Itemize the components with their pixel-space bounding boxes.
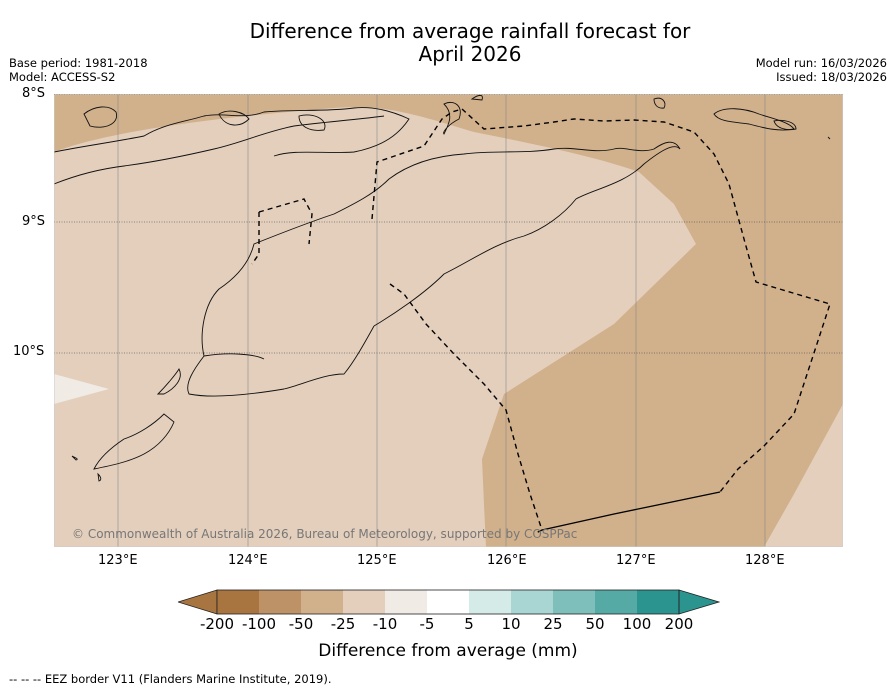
map-frame bbox=[54, 94, 843, 547]
colorbar-tick: -50 bbox=[288, 615, 314, 633]
colorbar-cell bbox=[553, 590, 595, 614]
x-tick-123e: 123°E bbox=[98, 553, 138, 568]
meta-right: Model run: 16/03/2026 Issued: 18/03/2026 bbox=[756, 56, 887, 84]
dark-tan-region bbox=[54, 94, 843, 547]
colorbar-tick: 50 bbox=[585, 615, 605, 633]
model-run: Model run: 16/03/2026 bbox=[755, 56, 887, 70]
colorbar-cell bbox=[595, 590, 637, 614]
colorbar-cell bbox=[259, 590, 301, 614]
colorbar-tick: -10 bbox=[372, 615, 398, 633]
coastlines bbox=[54, 94, 831, 482]
colorbar-tick: 100 bbox=[622, 615, 652, 633]
x-tick-126e: 126°E bbox=[487, 553, 527, 568]
colorbar-tick: -200 bbox=[199, 615, 235, 633]
x-tick-128e: 128°E bbox=[745, 553, 785, 568]
colorbar-cell bbox=[511, 590, 553, 614]
colorbar-tick: 25 bbox=[543, 615, 563, 633]
colorbar bbox=[178, 589, 720, 615]
x-tick-127e: 127°E bbox=[616, 553, 656, 568]
rainfall-map: © Commonwealth of Australia 2026, Bureau… bbox=[54, 94, 843, 547]
colorbar-tick: -25 bbox=[330, 615, 356, 633]
title-line-1: Difference from average rainfall forecas… bbox=[249, 19, 691, 43]
colorbar-cell bbox=[217, 590, 259, 614]
x-tick-124e: 124°E bbox=[228, 553, 268, 568]
colorbar-arrow-high bbox=[678, 589, 720, 615]
colorbar-cell bbox=[427, 590, 469, 614]
x-tick-125e: 125°E bbox=[357, 553, 397, 568]
chart-title: Difference from average rainfall forecas… bbox=[0, 20, 896, 66]
colorbar-cell bbox=[343, 590, 385, 614]
y-tick-10s: 10°S bbox=[13, 344, 45, 359]
colorbar-cell bbox=[469, 590, 511, 614]
y-tick-9s: 9°S bbox=[22, 214, 46, 229]
model-name: Model: ACCESS-S2 bbox=[9, 70, 116, 84]
colorbar-tick: 5 bbox=[464, 615, 474, 633]
colorbar-frame bbox=[216, 589, 680, 615]
colorbar-tick: -100 bbox=[241, 615, 277, 633]
colorbar-cell bbox=[301, 590, 343, 614]
y-tick-8s: 8°S bbox=[22, 86, 46, 101]
eez-note: -- -- -- EEZ border V11 (Flanders Marine… bbox=[9, 672, 332, 686]
colorbar-arrow-low bbox=[178, 589, 218, 615]
issued-date: Issued: 18/03/2026 bbox=[776, 70, 887, 84]
colorbar-cells bbox=[178, 589, 720, 615]
eez-border bbox=[251, 108, 831, 535]
colorbar-tick: 200 bbox=[664, 615, 694, 633]
copyright-text: © Commonwealth of Australia 2026, Bureau… bbox=[72, 527, 577, 541]
colorbar-cell bbox=[385, 590, 427, 614]
off-white-patch bbox=[54, 374, 109, 404]
meta-left: Base period: 1981-2018 Model: ACCESS-S2 bbox=[9, 56, 148, 84]
colorbar-tick: 10 bbox=[501, 615, 521, 633]
colorbar-tick: -5 bbox=[419, 615, 435, 633]
eez-border-solid bbox=[541, 491, 721, 531]
colorbar-cell bbox=[637, 590, 679, 614]
colorbar-label: Difference from average (mm) bbox=[318, 641, 578, 661]
title-line-2: April 2026 bbox=[418, 42, 522, 66]
base-period: Base period: 1981-2018 bbox=[9, 56, 148, 70]
